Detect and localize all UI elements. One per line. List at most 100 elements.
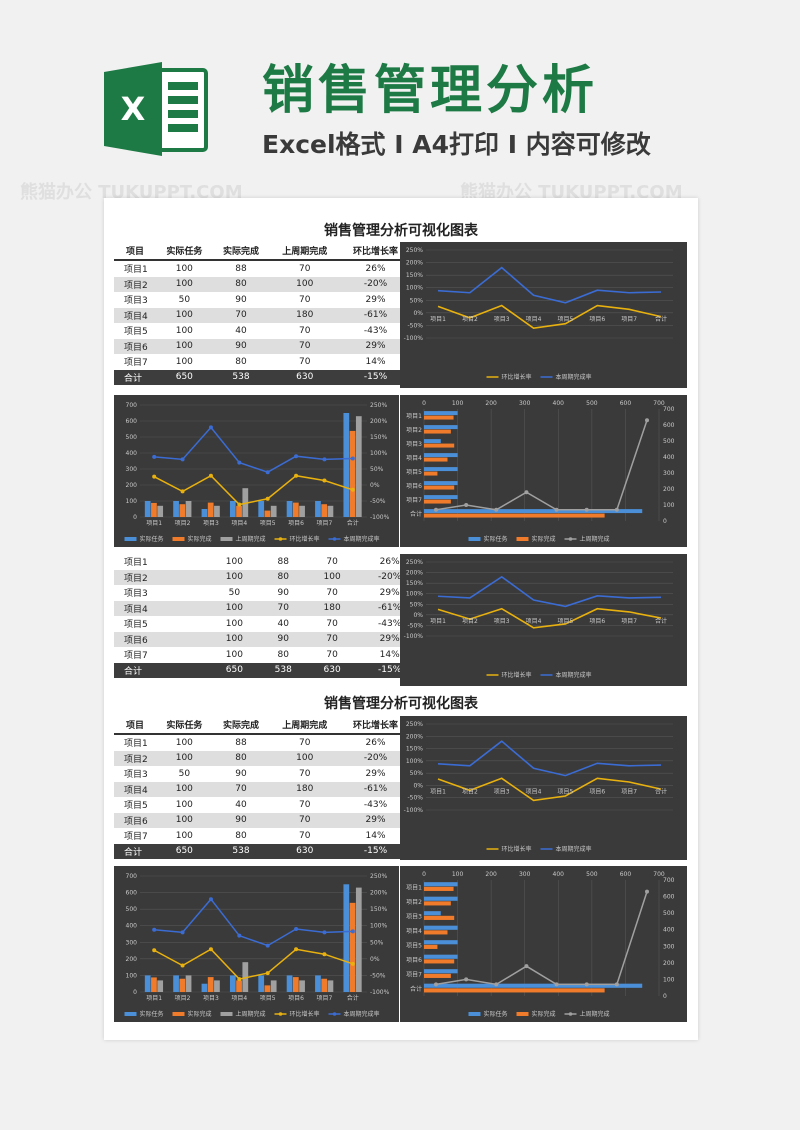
table-cell: 100 (209, 569, 259, 585)
data-point (208, 897, 213, 902)
table-cell: 70 (299, 325, 311, 336)
axis-tick-label: 50% (370, 466, 384, 473)
legend-swatch (278, 1012, 283, 1016)
axis-tick-label: 600 (126, 890, 138, 897)
data-point (645, 418, 649, 423)
table-cell: 70 (299, 768, 311, 779)
axis-tick-label: 300 (663, 943, 675, 950)
table-cell: 70 (307, 631, 357, 647)
category-label: 项目3 (406, 441, 422, 448)
bar (424, 915, 455, 920)
horizontal-bar-chart: 0 100 200 300 400 500 600 700 700 600 500 400 300 200… (400, 395, 687, 547)
table-cell: -20% (340, 276, 411, 292)
column-header: 实际任务 (156, 242, 213, 261)
combo-bar-line-chart: 700 600 500 400 300 200 100 0 250% 200% 150% 100% 50… (114, 395, 399, 547)
category-label: 项目4 (526, 788, 542, 795)
category-label: 项目3 (494, 316, 510, 323)
table-cell: 630 (269, 369, 341, 385)
data-point (350, 456, 355, 461)
table-cell: 180 (307, 600, 357, 616)
category-label: 项目4 (231, 520, 247, 527)
table-cell: 14% (379, 649, 400, 660)
axis-tick-label: 500 (663, 910, 675, 917)
data-point (322, 952, 327, 957)
bar (315, 501, 321, 517)
bar (424, 930, 448, 935)
legend-swatch (516, 1012, 529, 1016)
bar (355, 887, 362, 992)
category-label: 项目7 (406, 497, 422, 504)
category-label: 项目2 (406, 427, 422, 434)
table-cell: 70 (299, 356, 311, 367)
table-cell: 650 (156, 843, 213, 859)
table-cell: 项目6 (114, 338, 156, 354)
bar (424, 471, 438, 476)
data-point (322, 478, 327, 483)
data-point (434, 982, 438, 987)
legend-swatch (172, 537, 185, 541)
table-cell: 538 (258, 662, 308, 678)
axis-tick-label: -50% (370, 972, 386, 979)
axis-tick-label: 100% (406, 758, 423, 765)
table-cell: 100 (175, 799, 193, 810)
data-point (464, 503, 469, 507)
axis-tick-label: 100% (406, 591, 423, 598)
axis-tick-label: 0 (663, 518, 667, 525)
category-label: 项目3 (203, 995, 219, 1002)
axis-tick-label: -100% (404, 633, 424, 640)
category-label: 项目5 (558, 788, 574, 795)
axis-tick-label: 0% (413, 612, 423, 619)
axis-tick-label: 300 (519, 400, 531, 407)
bar (424, 988, 605, 993)
column-header: 实际完成 (212, 716, 270, 735)
data-point (434, 507, 438, 512)
axis-tick-label: 250% (406, 247, 423, 254)
table-cell: 100 (156, 338, 213, 354)
axis-tick-label: 200% (406, 570, 423, 577)
table-cell: 80 (212, 276, 270, 292)
axis-tick-label: 250% (406, 559, 423, 566)
axis-tick-label: 100 (663, 502, 675, 509)
axis-tick-label: 0 (133, 514, 137, 521)
table-cell: 项目2 (114, 276, 156, 292)
table-cell: 538 (212, 843, 270, 859)
axis-tick-label: 0 (133, 989, 137, 996)
bar (424, 940, 458, 945)
axis-tick-label: 50% (410, 297, 424, 304)
axis-tick-label: 600 (620, 871, 632, 878)
axis-tick-label: 300 (519, 871, 531, 878)
bar (214, 980, 220, 992)
category-label: 项目3 (406, 913, 422, 920)
bar (157, 980, 164, 992)
table-cell: 项目1 (124, 558, 148, 569)
legend-swatch (468, 1012, 481, 1016)
series-line (435, 891, 648, 986)
data-point (494, 982, 499, 987)
axis-tick-label: 500 (586, 400, 598, 407)
table-cell: 90 (277, 587, 289, 598)
table-cell: 90 (235, 294, 247, 305)
bar (424, 513, 605, 518)
bar (214, 505, 220, 517)
axis-tick-label: 0% (413, 310, 423, 317)
table-cell: 100 (307, 569, 357, 585)
table-cell: -20% (340, 750, 411, 766)
sheet-title: 销售管理分析可视化图表 (324, 696, 478, 712)
category-label: 项目1 (430, 618, 446, 625)
axis-tick-label: -50% (407, 622, 423, 629)
data-point (294, 454, 299, 459)
bar (157, 505, 164, 517)
axis-tick-label: 50% (370, 939, 384, 946)
data-point (152, 474, 157, 479)
bar (315, 975, 321, 992)
rate-line-chart: 250% 200% 150% 100% 50% 0% -50% -100% 项目1 项目2 项目3 项… (400, 716, 687, 860)
data-point (494, 507, 499, 512)
table-cell: 项目2 (114, 569, 210, 585)
legend-label: 实际完成 (188, 1010, 212, 1018)
bar (424, 425, 458, 430)
legend-swatch (124, 1012, 137, 1016)
bar (424, 411, 458, 416)
table-cell: 650 (156, 369, 213, 385)
bar (424, 896, 458, 901)
table-cell: 630 (307, 662, 357, 678)
